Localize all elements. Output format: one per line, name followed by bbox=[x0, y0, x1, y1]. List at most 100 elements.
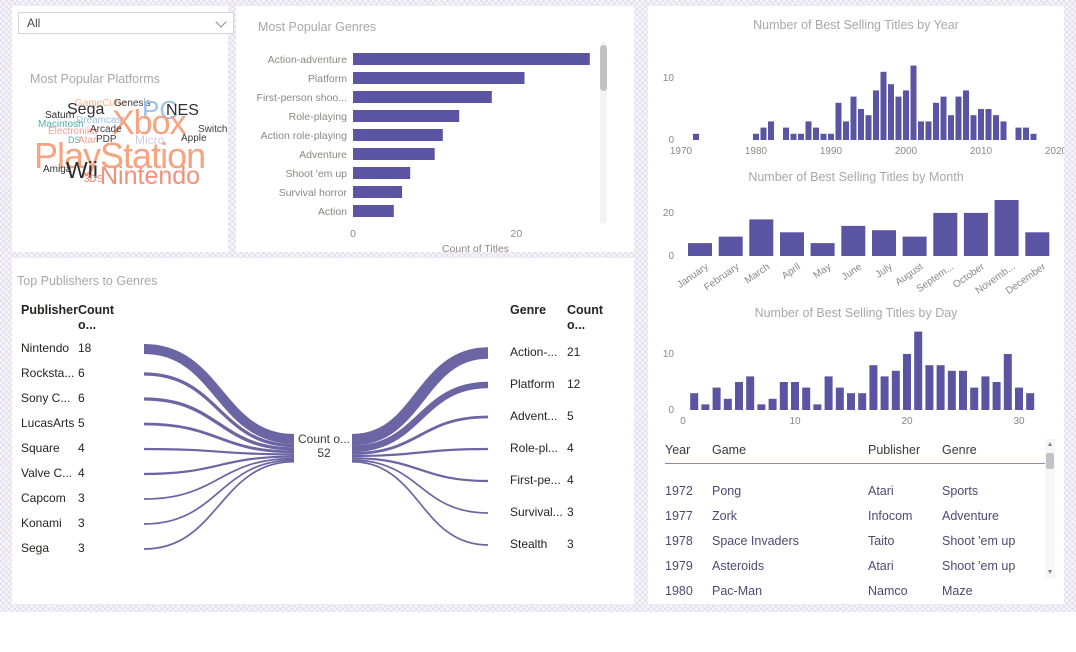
platform-word[interactable]: Amiga bbox=[43, 164, 72, 175]
sankey-publisher-item[interactable]: Valve C... 4 bbox=[21, 466, 85, 480]
table-header-cell: Genre bbox=[942, 443, 977, 457]
table-cell[interactable]: Maze bbox=[942, 583, 973, 598]
svg-text:2000: 2000 bbox=[895, 146, 918, 157]
table-cell[interactable]: 1972 bbox=[665, 483, 693, 498]
table-cell[interactable]: 1978 bbox=[665, 533, 693, 548]
platform-word[interactable]: Xbox bbox=[112, 104, 186, 142]
sankey-genre-item[interactable]: Action-... 21 bbox=[510, 345, 581, 359]
platform-word[interactable]: PlayStation bbox=[34, 135, 206, 176]
table-cell[interactable]: Sports bbox=[942, 483, 979, 498]
table-cell[interactable]: Adventure bbox=[942, 508, 999, 523]
svg-text:First-person shoo...: First-person shoo... bbox=[257, 92, 347, 104]
sankey-publisher-item[interactable]: Rocksta... 6 bbox=[21, 366, 85, 380]
sankey-publisher-item[interactable]: LucasArts 5 bbox=[21, 416, 85, 430]
table-cell[interactable]: Infocom bbox=[868, 508, 913, 523]
report-canvas: { "slicer": { "value": "All" }, "theme":… bbox=[0, 0, 1076, 612]
svg-text:0: 0 bbox=[350, 228, 356, 240]
table-cell[interactable]: Atari bbox=[868, 558, 894, 573]
platform-word[interactable]: Electronika bbox=[48, 126, 98, 137]
platform-word[interactable]: Macintosh bbox=[38, 119, 84, 130]
svg-text:2010: 2010 bbox=[970, 146, 993, 157]
genres-scrollbar-thumb[interactable] bbox=[600, 45, 607, 91]
platform-word[interactable]: Micro bbox=[135, 133, 165, 147]
svg-text:Shoot 'em up: Shoot 'em up bbox=[285, 168, 347, 180]
sankey-right-count-header: Count o... bbox=[567, 303, 604, 332]
month-chart-title: Number of Best Selling Titles by Month bbox=[748, 170, 964, 184]
platform-word[interactable]: Sega bbox=[67, 101, 105, 118]
slicer-selected-value: All bbox=[27, 16, 41, 30]
platform-word[interactable]: GameCube bbox=[75, 98, 127, 109]
sankey-publisher-item[interactable]: Konami 3 bbox=[21, 516, 85, 530]
svg-text:0: 0 bbox=[668, 405, 674, 416]
table-cell[interactable]: 1980 bbox=[665, 583, 693, 598]
sankey-genre-item[interactable]: Platform 12 bbox=[510, 377, 581, 391]
platform-word[interactable]: Genesis bbox=[114, 98, 151, 109]
day-chart-title: Number of Best Selling Titles by Day bbox=[754, 306, 958, 320]
svg-text:10: 10 bbox=[663, 73, 675, 84]
svg-text:1970: 1970 bbox=[670, 146, 693, 157]
scroll-down-icon[interactable]: ▼ bbox=[1046, 569, 1054, 576]
scroll-up-icon[interactable]: ▲ bbox=[1046, 441, 1054, 448]
platform-word[interactable]: Apple bbox=[181, 133, 207, 144]
platform-word[interactable]: Nintendo bbox=[100, 162, 201, 190]
svg-text:Action: Action bbox=[318, 206, 347, 218]
genres-bar-chart[interactable]: Action-adventure Platform First-person sho… bbox=[236, 6, 634, 252]
svg-text:Count of Titles: Count of Titles bbox=[442, 243, 509, 252]
table-cell[interactable]: Taito bbox=[868, 533, 895, 548]
sankey-genre-item[interactable]: Survival... 3 bbox=[510, 505, 574, 519]
sankey-title: Top Publishers to Genres bbox=[17, 274, 158, 288]
games-table: Year Game Publisher Genre 1972 Pong Atari Sport… bbox=[665, 437, 1045, 604]
platform-slicer-dropdown[interactable]: All bbox=[18, 12, 234, 34]
genres-chart-title: Most Popular Genres bbox=[258, 20, 377, 34]
sankey-publisher-item[interactable]: Nintendo 18 bbox=[21, 341, 92, 355]
sankey-genre-item[interactable]: Advent... 5 bbox=[510, 409, 574, 423]
platform-word[interactable]: Atari bbox=[78, 135, 99, 146]
table-cell[interactable]: Namco bbox=[868, 583, 908, 598]
sankey-publisher-item[interactable]: Square 4 bbox=[21, 441, 85, 455]
table-cell[interactable]: Asteroids bbox=[712, 558, 765, 573]
chevron-down-icon bbox=[215, 15, 227, 28]
platform-word[interactable]: PC bbox=[142, 95, 179, 125]
platform-word[interactable]: Saturn bbox=[45, 110, 75, 121]
table-cell[interactable]: Atari bbox=[868, 483, 894, 498]
sankey-center-node[interactable]: Count o... 52 bbox=[278, 432, 370, 460]
sankey-publisher-item[interactable]: Sony C... 6 bbox=[21, 391, 85, 405]
sankey-genre-item[interactable]: First-pe... 4 bbox=[510, 473, 574, 487]
table-cell[interactable]: Space Invaders bbox=[712, 533, 799, 548]
table-scrollbar-thumb[interactable] bbox=[1046, 453, 1054, 469]
table-cell[interactable]: Pong bbox=[712, 483, 742, 498]
table-cell[interactable]: 1979 bbox=[665, 558, 693, 573]
svg-text:July: July bbox=[874, 261, 895, 280]
platform-word[interactable]: 3DS bbox=[84, 174, 104, 185]
sankey-genre-item[interactable]: Role-pl... 4 bbox=[510, 441, 574, 455]
svg-text:10: 10 bbox=[789, 416, 801, 427]
svg-text:Platform: Platform bbox=[308, 73, 347, 85]
table-header-divider bbox=[665, 463, 1045, 464]
table-cell[interactable]: Pac-Man bbox=[712, 583, 763, 598]
svg-text:Adventure: Adventure bbox=[299, 149, 347, 161]
platform-word[interactable]: Switch bbox=[198, 124, 228, 135]
table-cell[interactable]: Shoot 'em up bbox=[942, 533, 1016, 548]
svg-text:20: 20 bbox=[663, 208, 675, 219]
sankey-genre-item[interactable]: Stealth 3 bbox=[510, 537, 574, 551]
platform-word[interactable]: Arcade bbox=[90, 124, 122, 135]
svg-text:Role-playing: Role-playing bbox=[289, 111, 348, 123]
table-cell[interactable]: 1977 bbox=[665, 508, 693, 523]
platform-word[interactable]: Wii bbox=[66, 157, 98, 183]
platform-word[interactable]: Dreamcast bbox=[76, 115, 125, 126]
sankey-publisher-item[interactable]: Sega 3 bbox=[21, 541, 85, 555]
platform-word[interactable]: PDP bbox=[96, 134, 117, 145]
genres-scrollbar-track[interactable] bbox=[600, 42, 607, 224]
sankey-center-value: 52 bbox=[317, 446, 331, 460]
table-cell[interactable]: Zork bbox=[712, 508, 737, 523]
genres-card: Most Popular Genres Action-adventure Plat… bbox=[236, 6, 634, 252]
svg-text:February: February bbox=[702, 261, 741, 293]
table-scrollbar-track[interactable]: ▲ ▼ bbox=[1045, 439, 1055, 579]
table-cell[interactable]: Shoot 'em up bbox=[942, 558, 1016, 573]
platforms-wordcloud[interactable]: GameCube Genesis Sega PC NES Saturn Dreamcast X… bbox=[12, 90, 228, 210]
year-month-day-bar-charts[interactable]: 197019801990200020102020100JanuaryFebrua… bbox=[648, 6, 1064, 436]
platform-word[interactable]: DS bbox=[68, 135, 81, 145]
sankey-flows[interactable] bbox=[12, 258, 634, 604]
sankey-publisher-item[interactable]: Capcom 3 bbox=[21, 491, 85, 505]
platform-word[interactable]: NES bbox=[166, 102, 199, 119]
